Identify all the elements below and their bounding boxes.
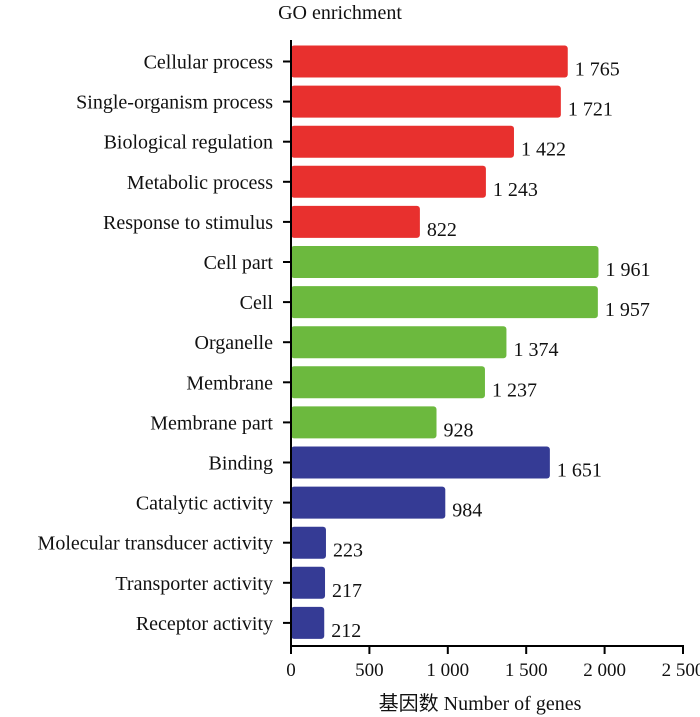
category-label: Cell — [240, 292, 274, 314]
y-ticks-group — [283, 60, 291, 624]
data-label: 928 — [444, 419, 474, 441]
bar — [291, 366, 485, 399]
data-label: 1 961 — [605, 259, 650, 281]
category-label: Single-organism process — [76, 92, 273, 114]
bar — [291, 85, 561, 118]
data-label: 212 — [331, 620, 361, 642]
category-label: Response to stimulus — [103, 212, 273, 234]
data-label: 984 — [452, 500, 482, 522]
category-label: Cell part — [204, 252, 274, 274]
data-label: 822 — [427, 219, 457, 241]
category-label: Transporter activity — [115, 573, 273, 595]
category-label: Biological regulation — [104, 132, 273, 154]
bar — [291, 606, 325, 639]
x-tick-label: 2 500 — [662, 660, 700, 681]
data-label: 1 651 — [557, 460, 602, 482]
x-ticks-group: 0 500 1 000 1 500 2 000 2 500 — [286, 646, 700, 681]
data-label: 1 237 — [492, 379, 537, 401]
bar — [291, 286, 598, 319]
category-label: Catalytic activity — [136, 493, 273, 515]
category-labels-group: Cellular process Single-organism process B… — [38, 52, 274, 635]
x-tick-label: 1 500 — [505, 660, 548, 681]
bar — [291, 566, 326, 599]
category-label: Membrane part — [150, 412, 273, 434]
bar — [291, 125, 514, 158]
category-label: Receptor activity — [136, 613, 273, 635]
bar — [291, 45, 568, 78]
data-label: 1 243 — [493, 179, 538, 201]
chart-title: GO enrichment — [278, 2, 402, 24]
category-label: Membrane — [186, 372, 273, 394]
x-tick-label: 500 — [355, 660, 384, 681]
data-label: 223 — [333, 540, 363, 562]
bar — [291, 406, 437, 439]
bar — [291, 526, 326, 559]
x-tick-label: 1 000 — [426, 660, 469, 681]
data-label: 217 — [332, 580, 362, 602]
data-label: 1 422 — [521, 139, 566, 161]
data-label: 1 765 — [575, 59, 620, 81]
category-label: Metabolic process — [127, 172, 273, 194]
data-label: 1 374 — [513, 339, 558, 361]
category-label: Molecular transducer activity — [38, 533, 273, 555]
x-tick-label: 2 000 — [583, 660, 626, 681]
bar — [291, 486, 446, 519]
category-label: Cellular process — [144, 52, 274, 74]
bar — [291, 205, 420, 238]
data-label: 1 957 — [605, 299, 650, 321]
bar — [291, 165, 486, 198]
data-label: 1 721 — [568, 99, 613, 121]
bar — [291, 326, 507, 359]
category-label: Binding — [209, 453, 273, 475]
x-tick-label: 0 — [286, 660, 296, 681]
category-label: Organelle — [195, 332, 274, 354]
bars-group — [291, 45, 599, 639]
bar — [291, 246, 599, 278]
bar — [291, 446, 550, 479]
x-axis-label: 基因数 Number of genes — [379, 692, 582, 715]
